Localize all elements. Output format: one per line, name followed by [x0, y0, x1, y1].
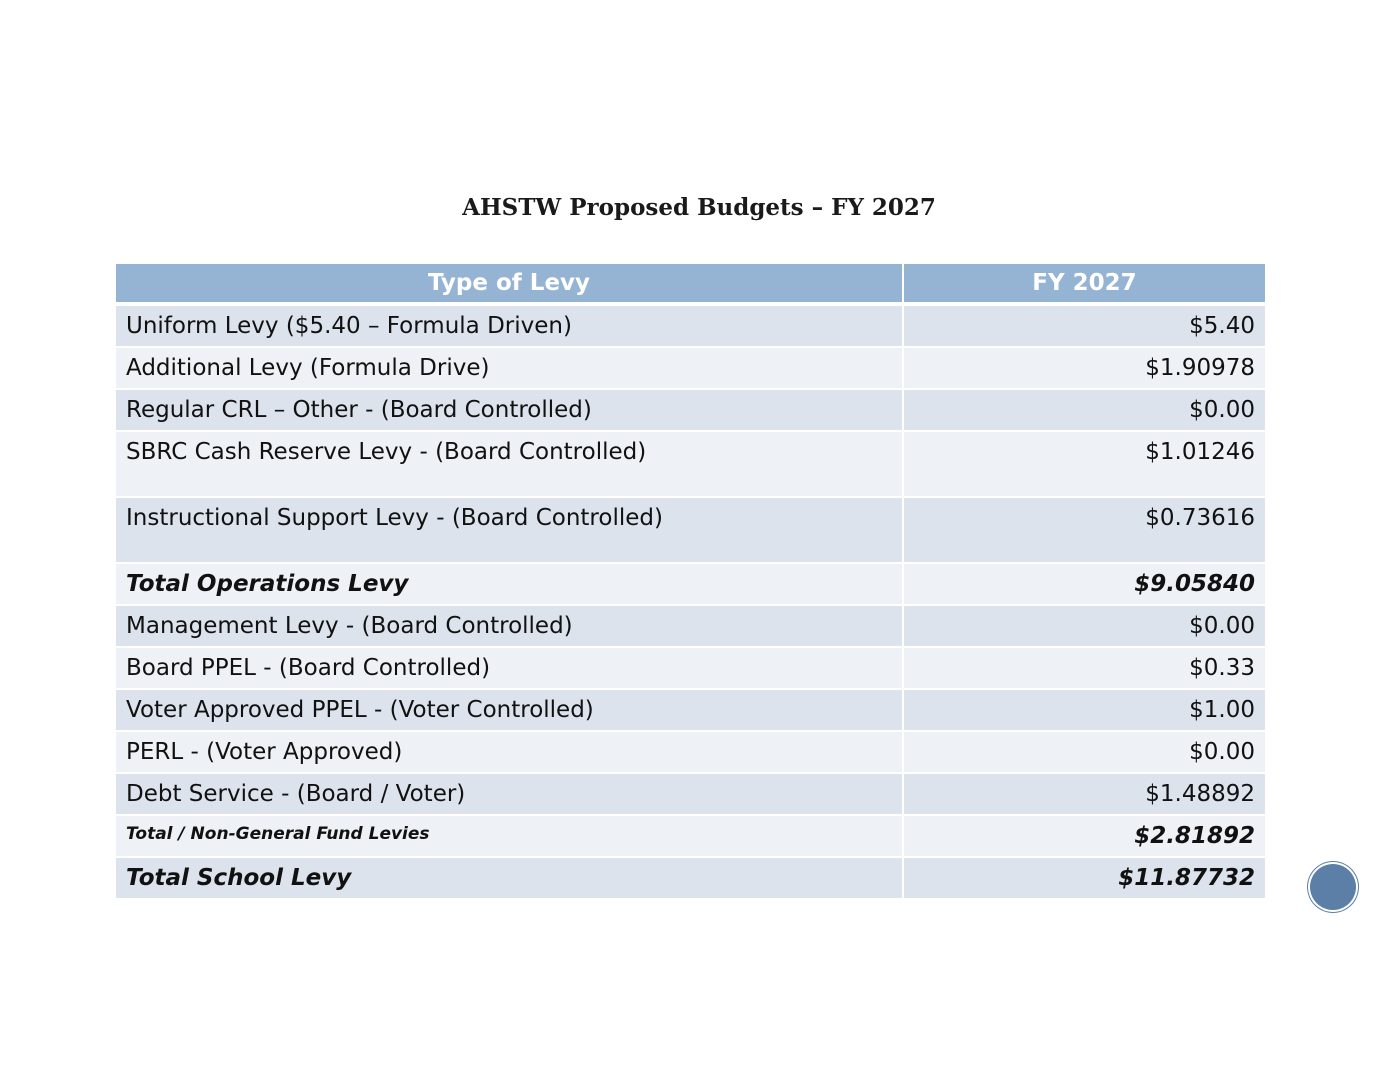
cell: Debt Service - (Board / Voter) [116, 774, 904, 814]
cell: $1.01246 [1145, 439, 1255, 465]
cell: Total School Levy [116, 858, 904, 898]
header-cell: Type of Levy [116, 264, 904, 302]
cell: Additional Levy (Formula Drive) [116, 348, 904, 388]
row: Uniform Levy ($5.40 – Formula Driven) $5.… [116, 306, 1265, 346]
title: AHSTW Proposed Budgets – FY 2027 [462, 194, 936, 221]
cell: Instructional Support Levy - (Board Cont… [116, 498, 904, 562]
cell: Uniform Levy ($5.40 – Formula Driven) [116, 306, 904, 346]
row: Board PPEL - (Board Controlled) $0.33 [116, 648, 1265, 688]
cell: $11.87732 [1118, 865, 1255, 891]
cell: $0.73616 [1145, 505, 1255, 531]
row: Total School Levy $11.87732 [116, 858, 1265, 898]
row: Regular CRL – Other - (Board Controlled)… [116, 390, 1265, 430]
decorative-circle [1308, 862, 1358, 912]
cell: Voter Approved PPEL - (Voter Controlled) [116, 690, 904, 730]
cell: $0.33 [1189, 655, 1255, 681]
cell: $9.05840 [1134, 571, 1255, 597]
cell: SBRC Cash Reserve Levy - (Board Controll… [116, 432, 904, 496]
cell: $1.00 [1189, 697, 1255, 723]
cell: Regular CRL – Other - (Board Controlled) [116, 390, 904, 430]
header-row: Type of Levy FY 2027 [116, 264, 1265, 302]
cell: $1.90978 [1145, 355, 1255, 381]
cell: Board PPEL - (Board Controlled) [116, 648, 904, 688]
row: Management Levy - (Board Controlled) $0.0… [116, 606, 1265, 646]
cell: Management Levy - (Board Controlled) [116, 606, 904, 646]
cell: $2.81892 [1134, 823, 1255, 849]
row: Additional Levy (Formula Drive) $1.90978 [116, 348, 1265, 388]
cell: $0.00 [1189, 739, 1255, 765]
cell: $0.00 [1189, 613, 1255, 639]
row: SBRC Cash Reserve Levy - (Board Controll… [116, 432, 1265, 496]
cell: PERL - (Voter Approved) [116, 732, 904, 772]
row: PERL - (Voter Approved) $0.00 [116, 732, 1265, 772]
cell: $5.40 [1189, 313, 1255, 339]
cell: Total Operations Levy [116, 564, 904, 604]
levy-table: Type of Levy FY 2027 Uniform Levy ($5.40… [116, 264, 1265, 900]
row: Total / Non-General Fund Levies $2.81892 [116, 816, 1265, 856]
row: Debt Service - (Board / Voter) $1.48892 [116, 774, 1265, 814]
header-cell: FY 2027 [1032, 270, 1137, 296]
row: Voter Approved PPEL - (Voter Controlled)… [116, 690, 1265, 730]
cell: $0.00 [1189, 397, 1255, 423]
row: Instructional Support Levy - (Board Cont… [116, 498, 1265, 562]
row: Total Operations Levy $9.05840 [116, 564, 1265, 604]
cell: Total / Non-General Fund Levies [116, 816, 904, 856]
cell: $1.48892 [1145, 781, 1255, 807]
